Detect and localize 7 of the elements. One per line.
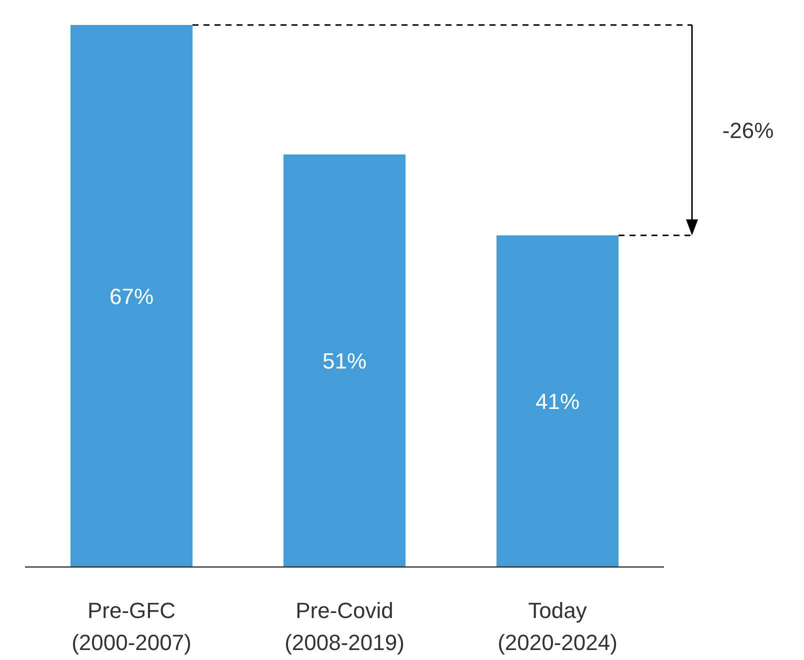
data-label: 41%: [535, 389, 580, 414]
text: -26%: [722, 118, 774, 144]
x-tick-label: Today (2020-2024): [498, 598, 618, 655]
x-tick-label: Pre-Covid (2008-2019): [284, 598, 404, 655]
x-tick-label: Pre-GFC (2000-2007): [72, 598, 192, 655]
data-label: 67%: [109, 284, 154, 309]
data-label: 51%: [322, 348, 367, 374]
